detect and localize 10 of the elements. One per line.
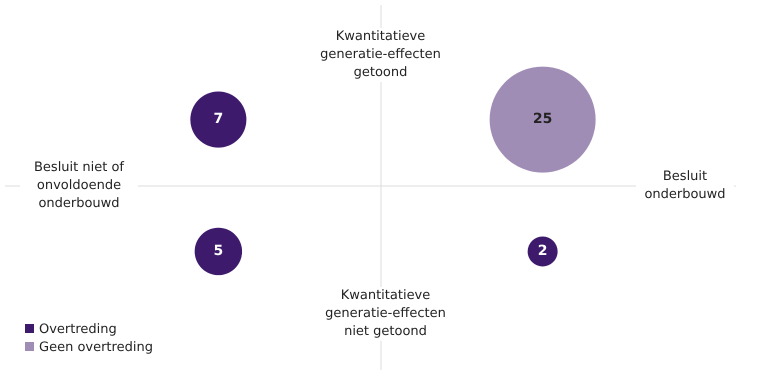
category-label: Kwantitatieve generatie-effecten getoond <box>320 29 441 80</box>
category-label: Kwantitatieve generatie-effecten niet getoond <box>325 288 446 339</box>
legend-label: Overtreding <box>39 322 117 337</box>
category-label: Besluit niet of onvoldoende onderbouwd <box>20 158 138 213</box>
data-label: 25 <box>532 111 552 128</box>
category-label: Besluit onderbouwd <box>636 168 734 204</box>
data-label: 7 <box>213 111 224 128</box>
data-label: 2 <box>538 243 548 260</box>
legend-label: Geen overtreding <box>39 340 153 355</box>
data-label: 5 <box>213 243 224 260</box>
